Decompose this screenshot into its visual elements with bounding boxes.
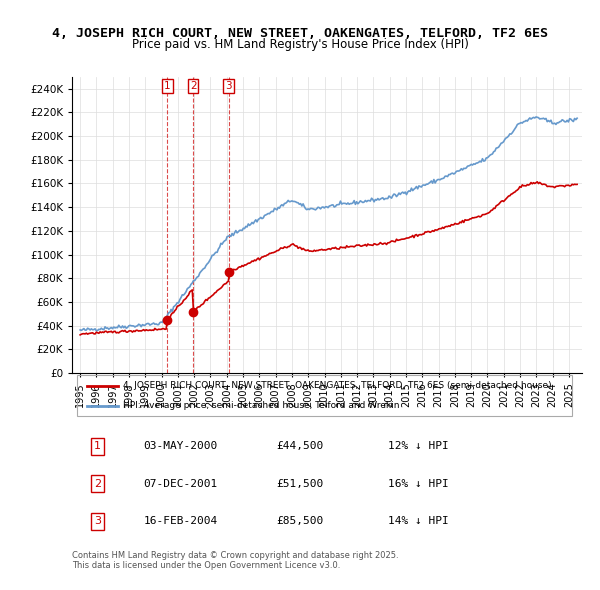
- Text: 2: 2: [190, 81, 196, 91]
- Text: 4, JOSEPH RICH COURT, NEW STREET, OAKENGATES, TELFORD, TF2 6ES (semi-detached ho: 4, JOSEPH RICH COURT, NEW STREET, OAKENG…: [123, 381, 551, 391]
- Text: 4, JOSEPH RICH COURT, NEW STREET, OAKENGATES, TELFORD, TF2 6ES: 4, JOSEPH RICH COURT, NEW STREET, OAKENG…: [52, 27, 548, 40]
- Text: 1: 1: [94, 441, 101, 451]
- Text: Contains HM Land Registry data © Crown copyright and database right 2025.
This d: Contains HM Land Registry data © Crown c…: [72, 551, 398, 571]
- Text: £44,500: £44,500: [276, 441, 323, 451]
- Text: £51,500: £51,500: [276, 479, 323, 489]
- Text: 12% ↓ HPI: 12% ↓ HPI: [388, 441, 449, 451]
- Text: £85,500: £85,500: [276, 516, 323, 526]
- Text: 3: 3: [94, 516, 101, 526]
- Text: 03-MAY-2000: 03-MAY-2000: [143, 441, 218, 451]
- Text: HPI: Average price, semi-detached house, Telford and Wrekin: HPI: Average price, semi-detached house,…: [123, 401, 400, 411]
- Text: Price paid vs. HM Land Registry's House Price Index (HPI): Price paid vs. HM Land Registry's House …: [131, 38, 469, 51]
- Text: 1: 1: [164, 81, 170, 91]
- Text: 16% ↓ HPI: 16% ↓ HPI: [388, 479, 449, 489]
- Text: 2: 2: [94, 479, 101, 489]
- Text: 16-FEB-2004: 16-FEB-2004: [143, 516, 218, 526]
- Text: 07-DEC-2001: 07-DEC-2001: [143, 479, 218, 489]
- Text: 3: 3: [226, 81, 232, 91]
- Text: 14% ↓ HPI: 14% ↓ HPI: [388, 516, 449, 526]
